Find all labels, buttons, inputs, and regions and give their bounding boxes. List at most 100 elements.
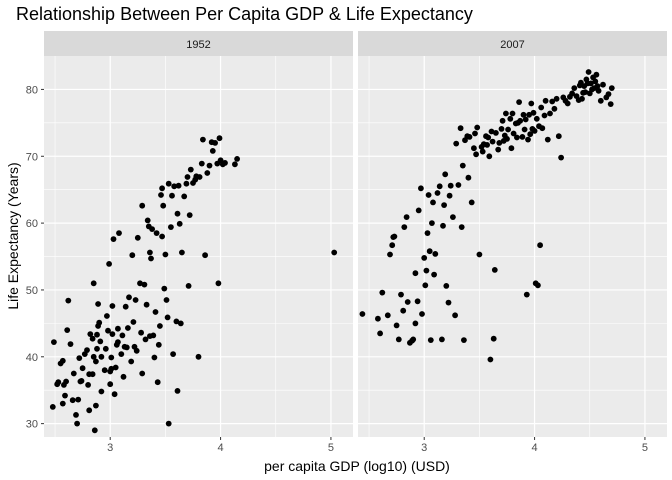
data-point bbox=[132, 297, 139, 303]
data-point bbox=[173, 318, 180, 325]
data-point bbox=[453, 140, 460, 147]
data-point bbox=[216, 135, 223, 142]
data-point bbox=[181, 193, 188, 200]
data-point bbox=[493, 130, 499, 136]
data-point bbox=[549, 98, 556, 105]
data-point bbox=[93, 402, 99, 409]
data-point bbox=[73, 412, 79, 418]
data-point bbox=[359, 311, 366, 317]
data-point bbox=[115, 325, 121, 332]
data-point bbox=[90, 353, 97, 360]
data-point bbox=[93, 358, 99, 365]
data-point bbox=[109, 331, 116, 337]
data-point bbox=[59, 400, 66, 407]
data-point bbox=[585, 69, 592, 75]
data-point bbox=[517, 117, 524, 124]
data-point bbox=[86, 407, 93, 414]
data-point bbox=[101, 367, 108, 374]
data-point bbox=[510, 130, 517, 137]
data-point bbox=[564, 100, 571, 107]
data-point bbox=[542, 97, 549, 104]
data-point bbox=[597, 97, 604, 104]
data-point bbox=[473, 151, 479, 158]
data-point bbox=[487, 356, 494, 363]
data-point bbox=[164, 314, 171, 321]
data-point bbox=[490, 335, 497, 342]
data-point bbox=[605, 91, 612, 97]
data-point bbox=[143, 301, 150, 308]
data-point bbox=[441, 202, 447, 209]
data-point bbox=[176, 220, 183, 227]
data-point bbox=[331, 249, 338, 256]
data-point bbox=[507, 115, 514, 122]
data-point bbox=[434, 190, 441, 196]
data-point bbox=[179, 249, 185, 256]
data-point bbox=[544, 136, 551, 143]
data-point bbox=[174, 210, 181, 217]
data-point bbox=[212, 140, 219, 146]
data-point bbox=[118, 351, 125, 357]
data-point bbox=[539, 125, 546, 132]
data-point bbox=[137, 280, 143, 287]
data-point bbox=[159, 233, 166, 240]
data-point bbox=[125, 325, 131, 331]
data-point bbox=[608, 85, 615, 91]
data-point bbox=[108, 365, 115, 372]
data-point bbox=[528, 100, 535, 107]
data-point bbox=[59, 357, 66, 364]
data-point bbox=[422, 282, 429, 289]
data-point bbox=[523, 291, 530, 298]
data-point bbox=[412, 320, 419, 327]
data-point bbox=[162, 251, 169, 258]
data-point bbox=[429, 220, 435, 227]
data-point bbox=[424, 230, 431, 237]
data-point bbox=[98, 353, 105, 360]
data-point bbox=[152, 309, 159, 315]
data-point bbox=[387, 251, 393, 258]
data-point bbox=[174, 388, 181, 394]
data-point bbox=[157, 323, 163, 329]
data-point bbox=[90, 280, 97, 287]
data-point bbox=[169, 192, 175, 199]
data-point bbox=[153, 230, 160, 237]
data-point bbox=[452, 312, 458, 319]
data-point bbox=[400, 307, 407, 314]
x-axis-ticks: 3 4 5 3 4 5 bbox=[107, 437, 648, 454]
data-point bbox=[412, 270, 419, 277]
data-point bbox=[108, 354, 115, 361]
data-point bbox=[147, 249, 153, 256]
data-point bbox=[375, 315, 381, 322]
data-point bbox=[75, 396, 82, 403]
panel-background bbox=[44, 56, 353, 437]
data-point bbox=[471, 145, 477, 152]
data-point bbox=[163, 297, 170, 303]
data-point bbox=[521, 126, 528, 133]
data-point bbox=[116, 230, 122, 237]
data-point bbox=[97, 338, 104, 345]
data-point bbox=[384, 312, 391, 319]
data-point bbox=[115, 339, 121, 345]
data-point bbox=[204, 170, 211, 176]
data-point bbox=[202, 252, 209, 259]
data-point bbox=[401, 224, 408, 231]
data-point bbox=[70, 370, 77, 377]
data-point bbox=[76, 355, 83, 361]
data-point bbox=[159, 185, 166, 192]
facet-strip bbox=[44, 31, 353, 56]
data-point bbox=[158, 192, 164, 198]
data-point bbox=[185, 283, 192, 289]
data-point bbox=[498, 125, 505, 132]
data-point bbox=[91, 427, 98, 434]
data-point bbox=[594, 83, 601, 89]
data-point bbox=[607, 101, 614, 107]
data-point bbox=[379, 289, 386, 296]
data-point bbox=[593, 71, 600, 78]
data-point bbox=[65, 297, 72, 304]
data-point bbox=[107, 381, 114, 388]
data-point bbox=[403, 214, 410, 221]
data-point bbox=[161, 285, 168, 292]
data-point bbox=[94, 331, 100, 338]
data-point bbox=[139, 202, 146, 209]
data-point bbox=[426, 248, 433, 255]
x-tick-label: 3 bbox=[421, 442, 427, 454]
